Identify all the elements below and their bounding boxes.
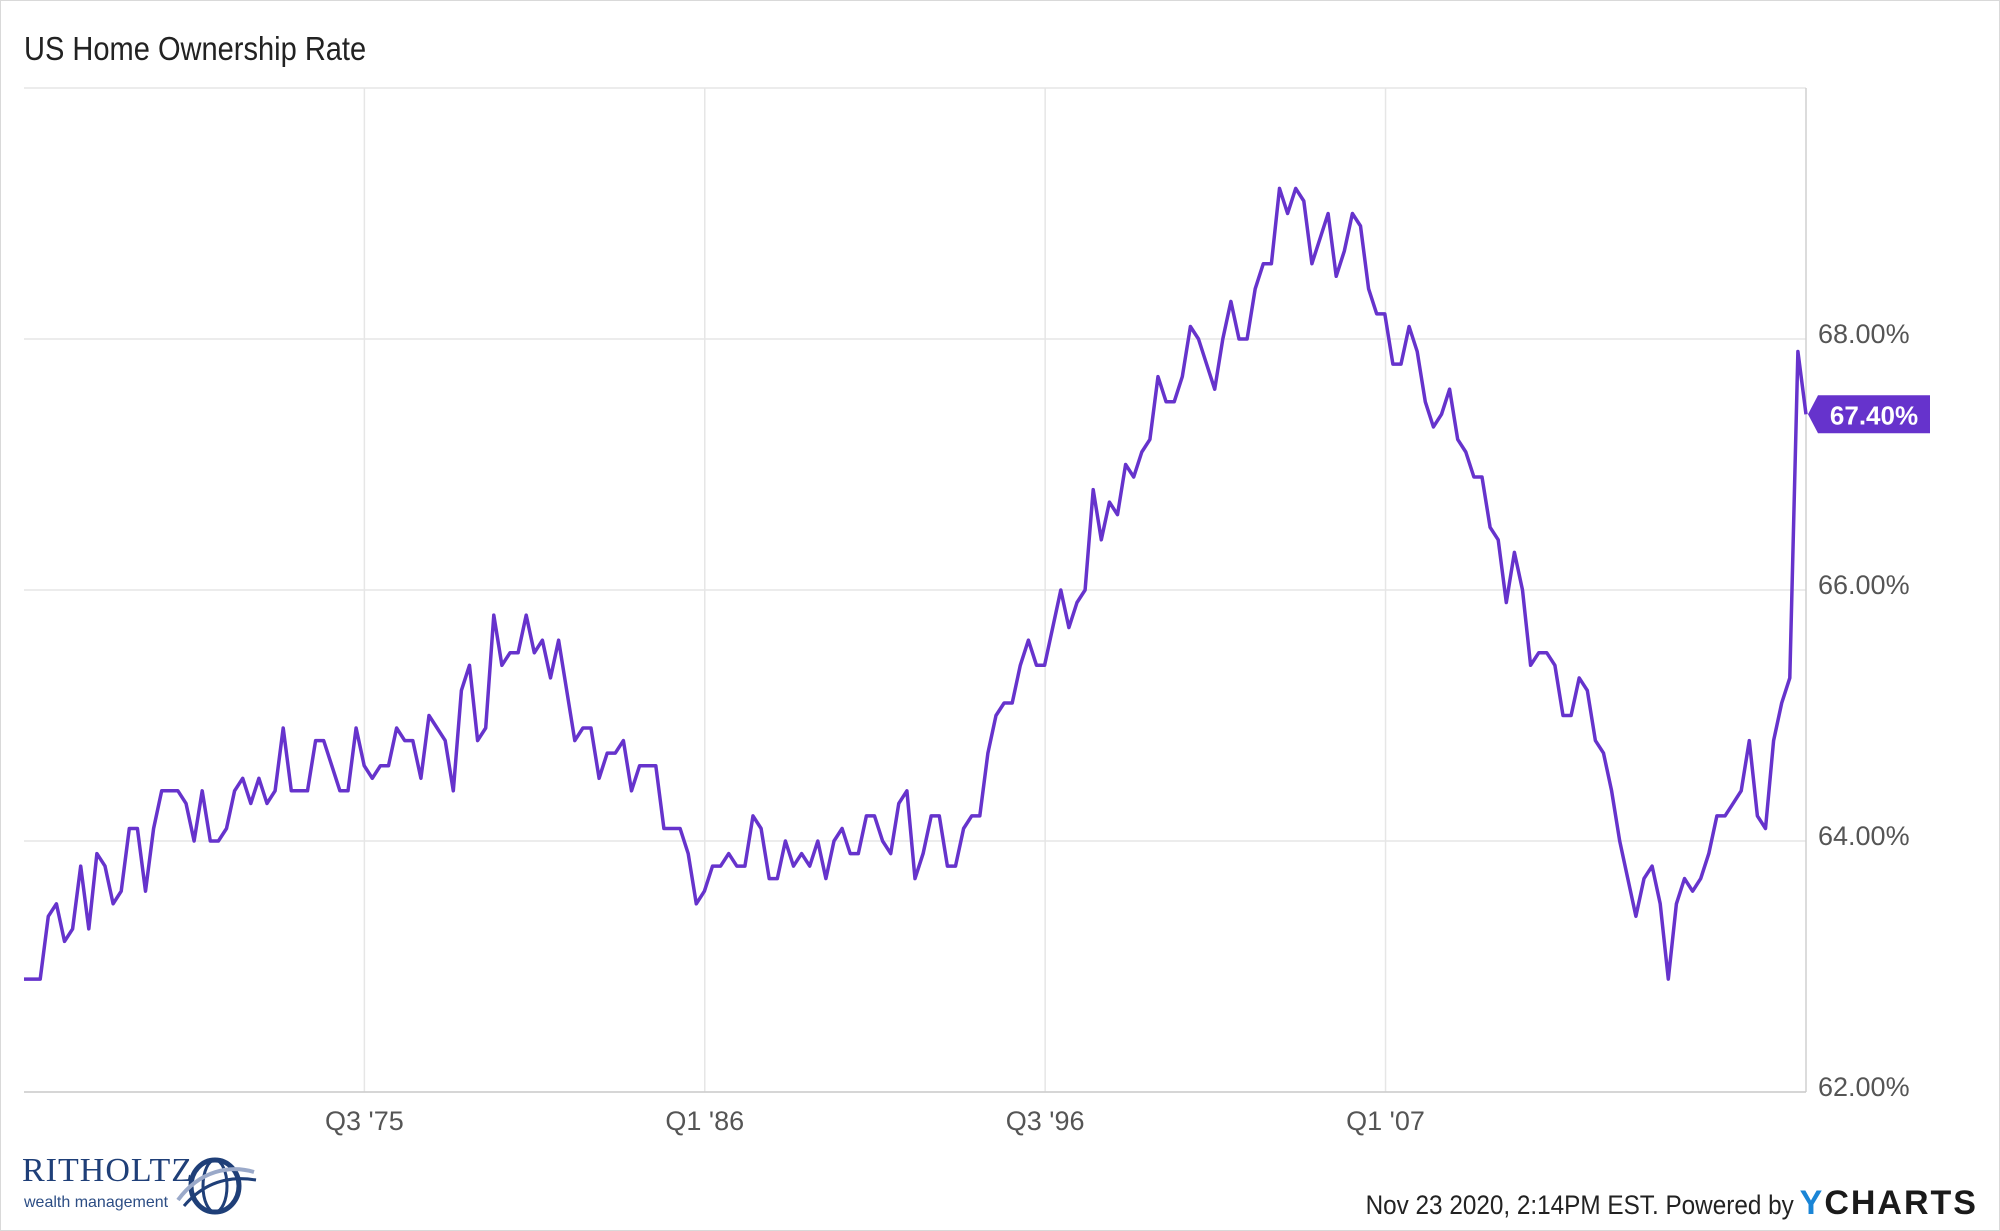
logo-subtitle: wealth management	[24, 1194, 169, 1211]
x-axis-ticks: Q3 '75 Q1 '86 Q3 '96 Q1 '07	[325, 1106, 1425, 1136]
last-value-label-group: 67.40%	[1808, 395, 1930, 434]
series-group	[24, 186, 1808, 981]
y-tick-label: 62.00%	[1818, 1072, 1910, 1102]
y-tick-label: 68.00%	[1818, 319, 1910, 349]
y-tick-label: 66.00%	[1818, 570, 1910, 600]
x-tick-label: Q3 '96	[1006, 1106, 1085, 1136]
last-value-badge	[1808, 395, 1930, 434]
ycharts-brand[interactable]: YCHARTS	[1800, 1184, 1978, 1223]
brand-y: Y	[1799, 1184, 1825, 1222]
footer: Nov 23 2020, 2:14PM EST. Powered by YCHA…	[1318, 1184, 1978, 1223]
x-tick-label: Q3 '75	[325, 1106, 404, 1136]
ritholtz-logo: RITHOLTZ wealth management	[22, 1150, 257, 1220]
x-tick-label: Q1 '86	[665, 1106, 744, 1136]
globe-icon	[176, 1157, 257, 1215]
y-tick-label: 64.00%	[1818, 821, 1910, 851]
chart-title: US Home Ownership Rate	[24, 30, 367, 67]
series-line	[24, 186, 1808, 981]
last-value-label: 67.40%	[1830, 400, 1918, 430]
y-axis-ticks: 62.00% 64.00% 66.00% 68.00%	[1818, 319, 1910, 1102]
logo-name: RITHOLTZ	[22, 1152, 194, 1189]
grid-lines	[24, 88, 1806, 1093]
x-tick-label: Q1 '07	[1346, 1106, 1425, 1136]
footer-timestamp: Nov 23 2020, 2:14PM EST. Powered by	[1365, 1190, 1794, 1220]
plot-border	[24, 87, 1807, 1093]
brand-rest: CHARTS	[1824, 1184, 1978, 1222]
